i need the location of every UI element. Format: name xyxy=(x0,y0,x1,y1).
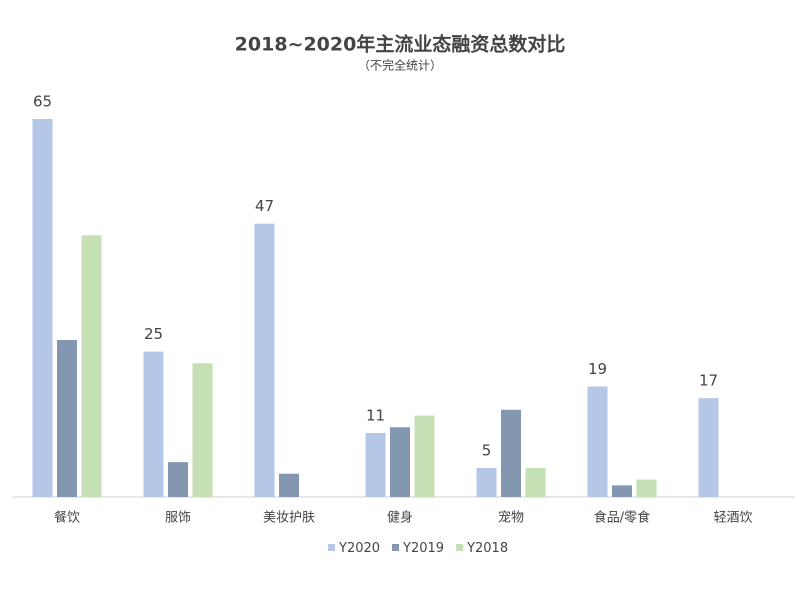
bar xyxy=(501,409,521,497)
data-label: 17 xyxy=(699,372,718,390)
data-label: 47 xyxy=(255,197,274,215)
bar xyxy=(81,235,102,498)
bar xyxy=(365,433,386,497)
bar xyxy=(279,473,299,497)
chart-subtitle: （不完全统计） xyxy=(358,58,442,73)
x-tick-label: 宠物 xyxy=(498,510,524,526)
x-tick-label: 轻酒饮 xyxy=(713,511,752,526)
bar xyxy=(57,339,77,497)
x-tick-label: 食品/零食 xyxy=(594,510,650,526)
data-label: 19 xyxy=(588,360,607,378)
bar xyxy=(32,119,53,497)
data-label: 25 xyxy=(144,325,163,343)
bar xyxy=(390,427,410,497)
bar xyxy=(168,462,188,497)
bar xyxy=(698,398,719,497)
legend-label: Y2020 xyxy=(338,541,380,556)
x-tick-label: 餐饮 xyxy=(54,510,80,526)
legend-swatch xyxy=(328,544,335,551)
data-label: 5 xyxy=(482,441,492,459)
data-label: 65 xyxy=(33,93,52,111)
bar xyxy=(143,351,164,497)
chart-title: 2018~2020年主流业态融资总数对比 xyxy=(235,33,566,56)
bar xyxy=(192,363,213,497)
legend-label: Y2019 xyxy=(402,541,444,556)
bar xyxy=(476,467,497,497)
bar xyxy=(636,479,657,497)
bar xyxy=(612,485,632,497)
legend-label: Y2018 xyxy=(466,541,508,556)
bar xyxy=(414,415,435,497)
legend-swatch xyxy=(392,544,400,551)
x-tick-label: 健身 xyxy=(387,510,413,526)
bar xyxy=(587,386,608,497)
legend-swatch xyxy=(456,544,464,551)
x-tick-label: 服饰 xyxy=(165,511,191,526)
bar xyxy=(525,467,546,497)
data-label: 11 xyxy=(366,407,385,425)
bar xyxy=(254,223,275,497)
x-tick-label: 美妆护肤 xyxy=(263,511,315,526)
